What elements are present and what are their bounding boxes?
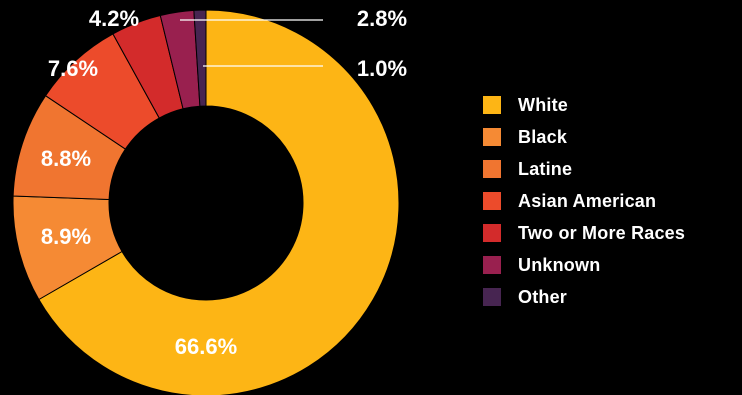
chart-slices	[12, 9, 400, 395]
chart-legend: White Black Latine Asian American Two or Mor…	[483, 95, 685, 319]
data-label-two-or-more-races: 4.2%	[89, 6, 139, 31]
slice-other	[193, 9, 207, 107]
chart-leader-lines	[180, 19, 323, 67]
legend-item-two-or-more-races: Two or More Races	[483, 223, 685, 243]
legend-swatch	[483, 96, 501, 114]
legend-swatch	[483, 224, 501, 242]
legend-label: Two or More Races	[518, 222, 686, 243]
legend-label: Unknown	[518, 254, 601, 275]
legend-item-other: Other	[483, 287, 685, 307]
legend-swatch	[483, 288, 501, 306]
legend-label: Other	[518, 286, 568, 307]
legend-item-asian-american: Asian American	[483, 191, 685, 211]
legend-swatch	[483, 160, 501, 178]
legend-label: Latine	[518, 158, 573, 179]
legend-label: Asian American	[518, 190, 657, 211]
legend-item-unknown: Unknown	[483, 255, 685, 275]
chart-data-labels: 66.6% 8.9% 8.8% 7.6% 4.2% 2.8% 1.0%	[41, 6, 407, 359]
legend-swatch	[483, 256, 501, 274]
data-label-other: 1.0%	[357, 56, 407, 81]
legend-label: White	[518, 94, 568, 115]
slice-white	[38, 9, 400, 395]
legend-swatch	[483, 192, 501, 210]
data-label-black: 8.9%	[41, 224, 91, 249]
legend-label: Black	[518, 126, 568, 147]
legend-swatch	[483, 128, 501, 146]
legend-item-black: Black	[483, 127, 685, 147]
legend-item-latine: Latine	[483, 159, 685, 179]
data-label-latine: 8.8%	[41, 146, 91, 171]
data-label-unknown: 2.8%	[357, 6, 407, 31]
data-label-white: 66.6%	[175, 334, 237, 359]
data-label-asian-american: 7.6%	[48, 56, 98, 81]
legend-item-white: White	[483, 95, 685, 115]
